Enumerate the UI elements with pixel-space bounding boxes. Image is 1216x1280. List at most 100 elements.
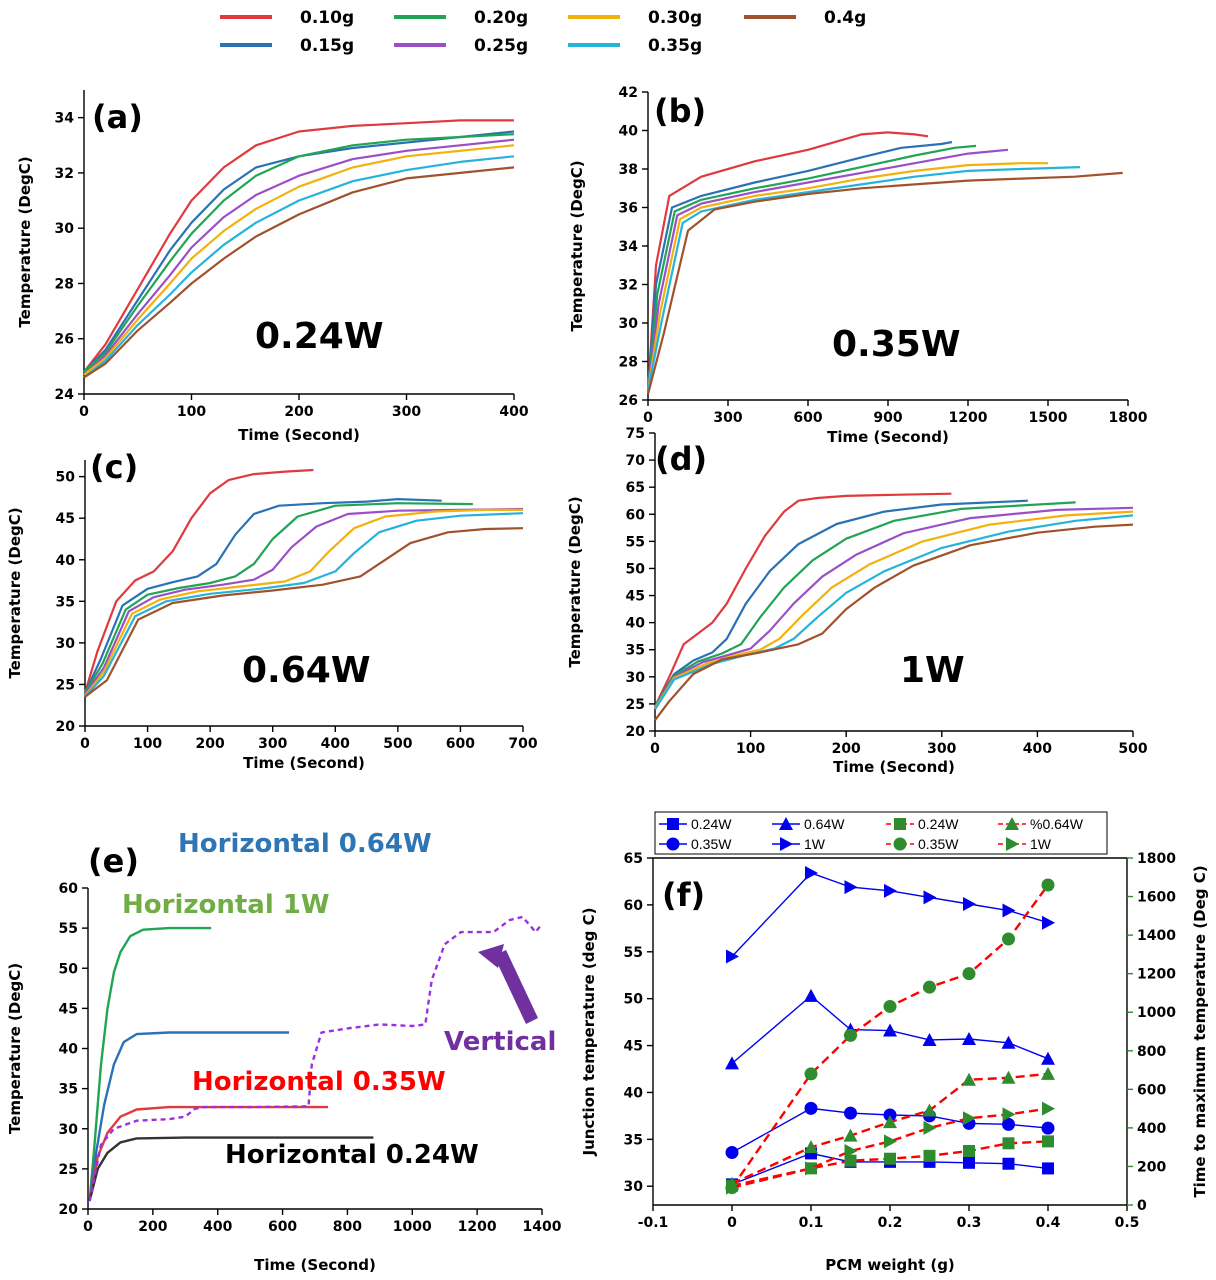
x-axis-title: Time (Second) [238,426,360,444]
data-point-left-1W [805,866,818,881]
data-point-right-0.35W [844,1028,857,1042]
x-tick-label: 300 [713,410,742,426]
panel-f: -0.1 0 0.1 0.2 0.3 0.4 0.5 30 35 40 45 50 55 60 65 PCM … [580,811,1209,1274]
x-tick-label: 0 [79,404,89,420]
series-line-Vertical [88,915,543,1202]
data-point-left-1W [1042,915,1055,930]
y-tick-label: 60 [59,881,79,897]
panel-b: 0 300 600 900 1200 1500 1800 26 28 30 32 34 36 38 40 42… [568,85,1148,446]
x-tick-label: 100 [736,741,765,757]
data-point-left-0.64W [883,1023,897,1037]
series-line-right-%0.64W [731,1072,1049,1185]
legend-label-left-0.24W: 0.24W [691,816,732,832]
series-annotation: Vertical [444,1027,556,1057]
data-point-left-0.35W [844,1106,857,1120]
top-legend: 0.10g 0.20g 0.30g 0.4g 0.15g 0.25g 0.35g [220,8,866,56]
y-tick-label: 60 [626,507,646,523]
data-point-left-1W [726,949,739,964]
y-tick-label: 30 [619,316,639,332]
series-annotation: Horizontal 0.24W [225,1140,479,1170]
data-point-right-1W [805,1161,818,1176]
series-line-0.30g [646,162,1048,391]
legend-label-0.4g: 0.4g [824,8,866,28]
x-tick-label: 1400 [523,1219,562,1235]
data-point-left-0.24W [1042,1162,1054,1175]
right-y-tick-label: 200 [1137,1159,1166,1175]
x-tick-label: 0.4 [1036,1215,1061,1231]
panel-a: 0 100 200 300 400 24 26 28 30 32 34 Time (Second) Te… [16,90,529,444]
data-point-right-0.24W [1002,1137,1015,1150]
data-point-left-0.64W [804,988,818,1002]
y-axis-title: Temperature (DegC) [16,156,34,327]
power-annotation: 0.64W [242,650,371,691]
panel-label: (f) [662,876,705,914]
legend-marker-left-0.64W [779,817,793,830]
vertical-arrow-shaft [494,950,538,1024]
panel-c: 0 100 200 300 400 500 600 700 20 25 30 35 40 45 50 Time… [6,448,538,772]
data-point-right-%0.64W [962,1072,976,1086]
y-tick-label: 50 [626,561,646,577]
data-point-left-0.64W [725,1056,739,1070]
data-point-right-1W [726,1180,739,1195]
y-tick-label: 25 [56,677,75,693]
y-tick-label: 34 [55,111,75,127]
x-tick-label: 600 [446,736,475,752]
x-tick-label: 1200 [458,1219,497,1235]
legend-label-0.35g: 0.35g [648,36,702,56]
x-tick-label: 0.3 [957,1215,982,1231]
y-axis-title: Temperature (DegC) [568,160,586,331]
data-point-right-0.35W [962,967,976,981]
series-line-0.15g [83,130,515,373]
y-tick-label: 42 [619,85,638,101]
x-tick-label: 300 [392,404,421,420]
x-tick-label: 800 [333,1219,362,1235]
panel-label: (a) [92,98,143,136]
x-tick-label: 400 [203,1219,232,1235]
legend-marker-right-1W [1006,837,1019,851]
x-tick-label: 200 [138,1219,167,1235]
series-line-0.4g [654,523,1134,721]
x-tick-label: 600 [793,410,822,426]
data-point-left-0.35W [1002,1117,1015,1131]
y-tick-label: 65 [626,480,645,496]
y-axis-title: Temperature (DegC) [6,963,24,1134]
series-line-Horizontal 0.64W [88,1031,290,1202]
y-tick-label: 60 [624,898,644,914]
y-tick-label: 35 [56,594,75,610]
x-tick-label: 200 [832,741,861,757]
x-tick-label: 700 [508,736,537,752]
x-tick-label: 0 [727,1215,737,1231]
y-tick-label: 36 [619,201,638,217]
right-y-tick-label: 600 [1137,1082,1166,1098]
y-tick-label: 34 [619,239,639,255]
y-tick-label: 28 [619,355,638,371]
data-point-right-1W [844,1144,858,1159]
data-point-right-0.35W [804,1067,818,1081]
y-tick-label: 40 [619,124,639,140]
series-annotation: Horizontal 0.64W [178,829,432,859]
x-tick-label: 100 [177,404,206,420]
right-y-tick-label: 1800 [1137,851,1176,867]
data-point-left-0.24W [963,1156,975,1169]
y-tick-label: 75 [626,426,645,442]
data-point-right-0.24W [923,1149,936,1162]
data-point-right-1W [1042,1101,1055,1116]
series-line-0.35g [646,166,1081,391]
series-line-left-0.24W [731,1152,1049,1186]
y-tick-label: 55 [626,534,645,550]
y-axis-title: Temperature (DegC) [6,507,24,678]
data-point-right-1W [1002,1107,1016,1122]
data-point-right-0.24W [884,1152,896,1165]
y-tick-label: 20 [56,719,76,735]
y-tick-label: 40 [626,616,646,632]
x-tick-label: 1800 [1109,410,1148,426]
legend-label-left-1W: 1W [804,836,826,852]
legend-marker-left-0.35W [666,837,680,851]
y-tick-label: 30 [624,1179,644,1195]
power-annotation: 0.24W [255,316,384,357]
series-line-0.25g [84,507,524,696]
legend-label-left-0.35W: 0.35W [691,836,732,852]
series-line-0.20g [83,133,515,373]
x-axis-title: Time (Second) [243,754,365,772]
data-point-right-%0.64W [922,1103,937,1117]
